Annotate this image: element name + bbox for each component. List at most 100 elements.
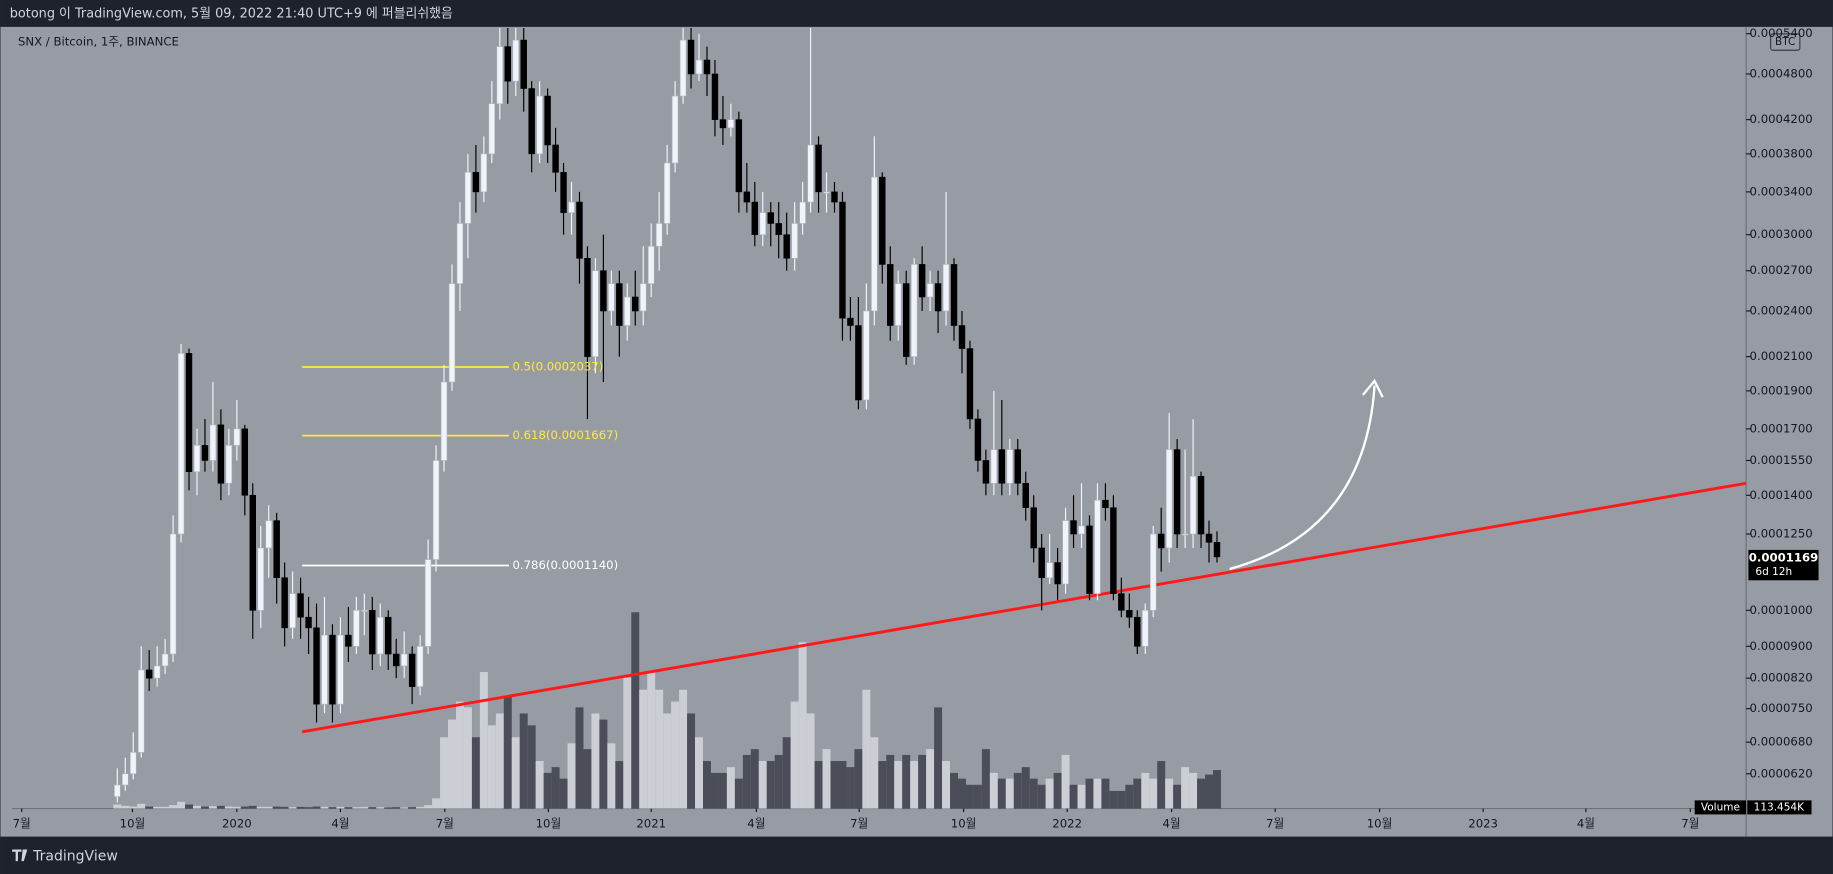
volume-bar — [129, 806, 138, 809]
volume-bar — [200, 806, 209, 809]
candle-body — [759, 212, 766, 235]
candle-body — [209, 424, 217, 461]
volume-bar — [1117, 790, 1126, 809]
candle-body — [1142, 610, 1149, 647]
y-tick-label: 0.0000620 — [1750, 766, 1813, 780]
candle-body — [472, 172, 480, 193]
volume-bar — [503, 695, 512, 809]
candle-body — [990, 449, 998, 484]
volume-bar — [671, 701, 680, 809]
x-tick-label: 2020 — [222, 816, 252, 830]
x-tick-label: 2023 — [1468, 816, 1498, 830]
volume-bar — [710, 772, 719, 809]
candle-body — [225, 445, 233, 484]
fib-label: 0.5(0.0002037) — [513, 360, 604, 374]
candle-body — [424, 559, 432, 647]
x-tick-label: 10월 — [1367, 816, 1393, 830]
volume-bar — [177, 801, 186, 809]
candle-body — [1094, 499, 1101, 594]
candle-body — [695, 59, 703, 75]
last-price-label: 0.0001169 — [1749, 551, 1818, 565]
candle-body — [233, 428, 241, 446]
volume-bar — [894, 761, 903, 809]
candle-body — [600, 270, 607, 312]
volume-bar — [240, 806, 249, 809]
x-tick-label: 10월 — [536, 816, 562, 830]
candle-body — [177, 353, 185, 535]
volume-bar — [1133, 778, 1142, 809]
volume-bar — [368, 807, 377, 809]
y-tick-label: 0.0004200 — [1750, 112, 1813, 126]
candle-body — [624, 296, 631, 326]
candle-body — [297, 593, 304, 618]
candle-body — [504, 46, 511, 82]
candle-body — [775, 223, 782, 235]
candle-body — [305, 616, 312, 629]
candle-body — [608, 283, 615, 312]
volume-bar — [145, 806, 154, 809]
arrow-curve — [1229, 385, 1376, 571]
candle-body — [416, 646, 424, 687]
volume-bar — [392, 807, 401, 809]
x-tick-label: 2021 — [636, 816, 666, 830]
volume-bar — [1045, 778, 1054, 809]
volume-name-box — [1694, 800, 1747, 815]
volume-bar — [663, 713, 672, 809]
publish-info: botong 이 TradingView.com, 5월 09, 2022 21… — [10, 6, 453, 22]
volume-bar — [248, 805, 257, 809]
volume-bar — [1149, 778, 1158, 809]
volume-bar — [1189, 772, 1198, 809]
candle-body — [249, 494, 256, 611]
volume-bar — [1141, 772, 1150, 809]
volume-bar — [687, 713, 696, 809]
candle-body — [353, 610, 360, 647]
volume-bar — [487, 725, 496, 809]
volume-bar — [527, 725, 536, 809]
volume-bar — [280, 806, 289, 809]
candle-body — [400, 653, 408, 667]
volume-bar — [432, 798, 441, 809]
volume-bar — [535, 761, 544, 809]
volume-bar — [1061, 754, 1070, 809]
fib-label: 0.618(0.0001667) — [513, 428, 619, 442]
volume-bar — [416, 806, 425, 809]
volume-bar — [376, 807, 385, 809]
volume-bar — [782, 737, 791, 809]
volume-bar — [806, 713, 815, 809]
x-tick-label: 7월 — [13, 816, 31, 830]
arrow-head — [1361, 378, 1384, 398]
volume-bar — [989, 772, 998, 809]
candle-body — [902, 283, 910, 357]
candle-body — [735, 119, 743, 193]
volume-bar — [934, 707, 943, 809]
candle-body — [799, 201, 806, 224]
volume-bar — [742, 754, 751, 809]
y-tick-label: 0.0003800 — [1750, 146, 1813, 160]
volume-bar — [312, 806, 321, 809]
candle-body — [130, 752, 137, 775]
candle-body — [392, 653, 400, 667]
candle-body — [520, 39, 527, 89]
candle-body — [918, 264, 926, 298]
candle-body — [1086, 525, 1093, 594]
footer-bar — [0, 836, 1833, 874]
volume-bar — [336, 806, 345, 809]
candle-body — [671, 95, 679, 164]
brand-logo — [12, 849, 28, 862]
price-layer — [114, 28, 1747, 803]
candle-body — [1062, 520, 1069, 585]
y-tick-label: 0.0002100 — [1750, 349, 1813, 363]
volume-bar — [352, 807, 361, 809]
volume-bar — [981, 749, 990, 809]
volume-bar — [216, 805, 225, 809]
candle-body — [536, 95, 543, 155]
volume-bar — [543, 772, 552, 809]
volume-bar — [1069, 784, 1078, 809]
candle-body — [1102, 499, 1109, 508]
candle-body — [655, 223, 663, 247]
volume-bar — [870, 737, 879, 809]
x-tick-label: 7월 — [1266, 816, 1284, 830]
candle-body — [1134, 616, 1141, 647]
volume-bar — [878, 761, 887, 809]
y-tick-label: 0.0003000 — [1750, 227, 1813, 241]
